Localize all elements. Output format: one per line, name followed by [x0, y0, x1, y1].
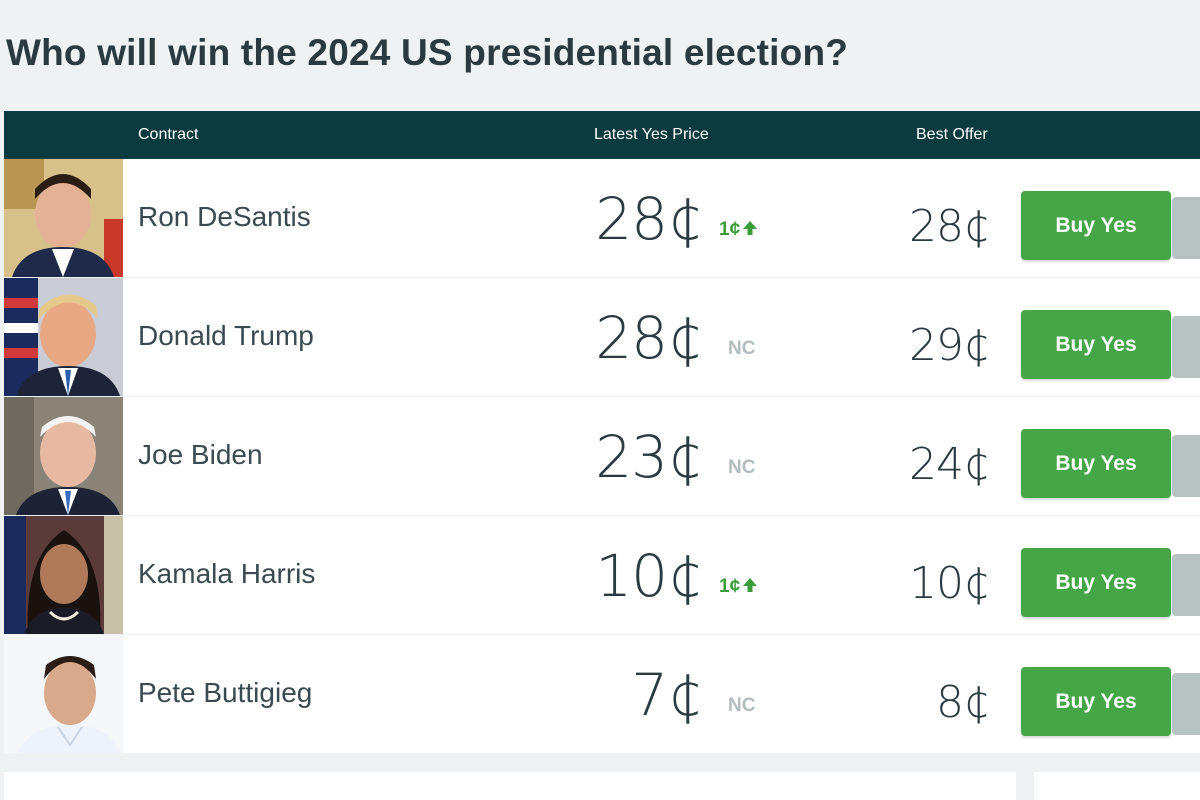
contract-name[interactable]: Ron DeSantis	[138, 201, 311, 232]
buy-no-button[interactable]	[1172, 554, 1200, 616]
candidate-photo	[4, 278, 123, 396]
buy-no-button[interactable]	[1172, 316, 1200, 378]
best-offer: 8¢	[936, 677, 991, 728]
price-change: NC	[728, 695, 756, 716]
candidate-photo	[4, 635, 123, 753]
table-row[interactable]: Pete Buttigieg 7¢ NC 8¢ Buy Yes	[4, 635, 1200, 754]
best-offer: 10¢	[909, 558, 991, 609]
page-title: Who will win the 2024 US presidential el…	[6, 32, 849, 73]
contracts-table: Contract Latest Yes Price Best Offer Ron…	[4, 111, 1200, 754]
latest-yes-price: 7¢	[631, 661, 704, 729]
latest-yes-price: 23¢	[595, 423, 704, 491]
candidate-photo	[4, 159, 123, 277]
buy-yes-button[interactable]: Buy Yes	[1021, 310, 1171, 379]
footer-card-left	[4, 772, 1016, 800]
avatar	[4, 397, 123, 515]
candidate-photo	[4, 397, 123, 515]
avatar	[4, 516, 123, 634]
header-latest-yes-price: Latest Yes Price	[594, 126, 709, 143]
best-offer: 29¢	[909, 320, 991, 371]
price-change: NC	[728, 457, 756, 478]
arrow-up-icon	[742, 577, 758, 599]
buy-no-button[interactable]	[1172, 673, 1200, 735]
table-row[interactable]: Joe Biden 23¢ NC 24¢ Buy Yes	[4, 397, 1200, 516]
table-row[interactable]: Ron DeSantis 28¢ 1¢ 28¢ Buy Yes	[4, 159, 1200, 278]
footer-card-right	[1034, 772, 1200, 800]
best-offer: 24¢	[909, 439, 991, 490]
latest-yes-price: 10¢	[595, 542, 704, 610]
buy-yes-button[interactable]: Buy Yes	[1021, 667, 1171, 736]
buy-yes-button[interactable]: Buy Yes	[1021, 548, 1171, 617]
contract-name[interactable]: Donald Trump	[138, 320, 314, 351]
latest-yes-price: 28¢	[595, 185, 704, 253]
header-best-offer: Best Offer	[916, 126, 988, 143]
avatar	[4, 278, 123, 396]
best-offer: 28¢	[909, 201, 991, 252]
arrow-up-icon	[742, 220, 758, 242]
price-change-value: 1¢	[719, 219, 741, 240]
header-contract: Contract	[138, 126, 199, 143]
buy-no-button[interactable]	[1172, 435, 1200, 497]
buy-no-button[interactable]	[1172, 197, 1200, 259]
contract-name[interactable]: Pete Buttigieg	[138, 677, 313, 708]
price-change: 1¢	[719, 576, 758, 599]
buy-yes-button[interactable]: Buy Yes	[1021, 191, 1171, 260]
price-change: 1¢	[719, 219, 758, 242]
price-change-value: 1¢	[719, 576, 741, 597]
table-row[interactable]: Donald Trump 28¢ NC 29¢ Buy Yes	[4, 278, 1200, 397]
table-header: Contract Latest Yes Price Best Offer	[4, 111, 1200, 159]
buy-yes-button[interactable]: Buy Yes	[1021, 429, 1171, 498]
contract-name[interactable]: Joe Biden	[138, 439, 263, 470]
price-change: NC	[728, 338, 756, 359]
table-row[interactable]: Kamala Harris 10¢ 1¢ 10¢ Buy Yes	[4, 516, 1200, 635]
avatar	[4, 159, 123, 277]
latest-yes-price: 28¢	[595, 304, 704, 372]
candidate-photo	[4, 516, 123, 634]
contract-name[interactable]: Kamala Harris	[138, 558, 316, 589]
avatar	[4, 635, 123, 753]
